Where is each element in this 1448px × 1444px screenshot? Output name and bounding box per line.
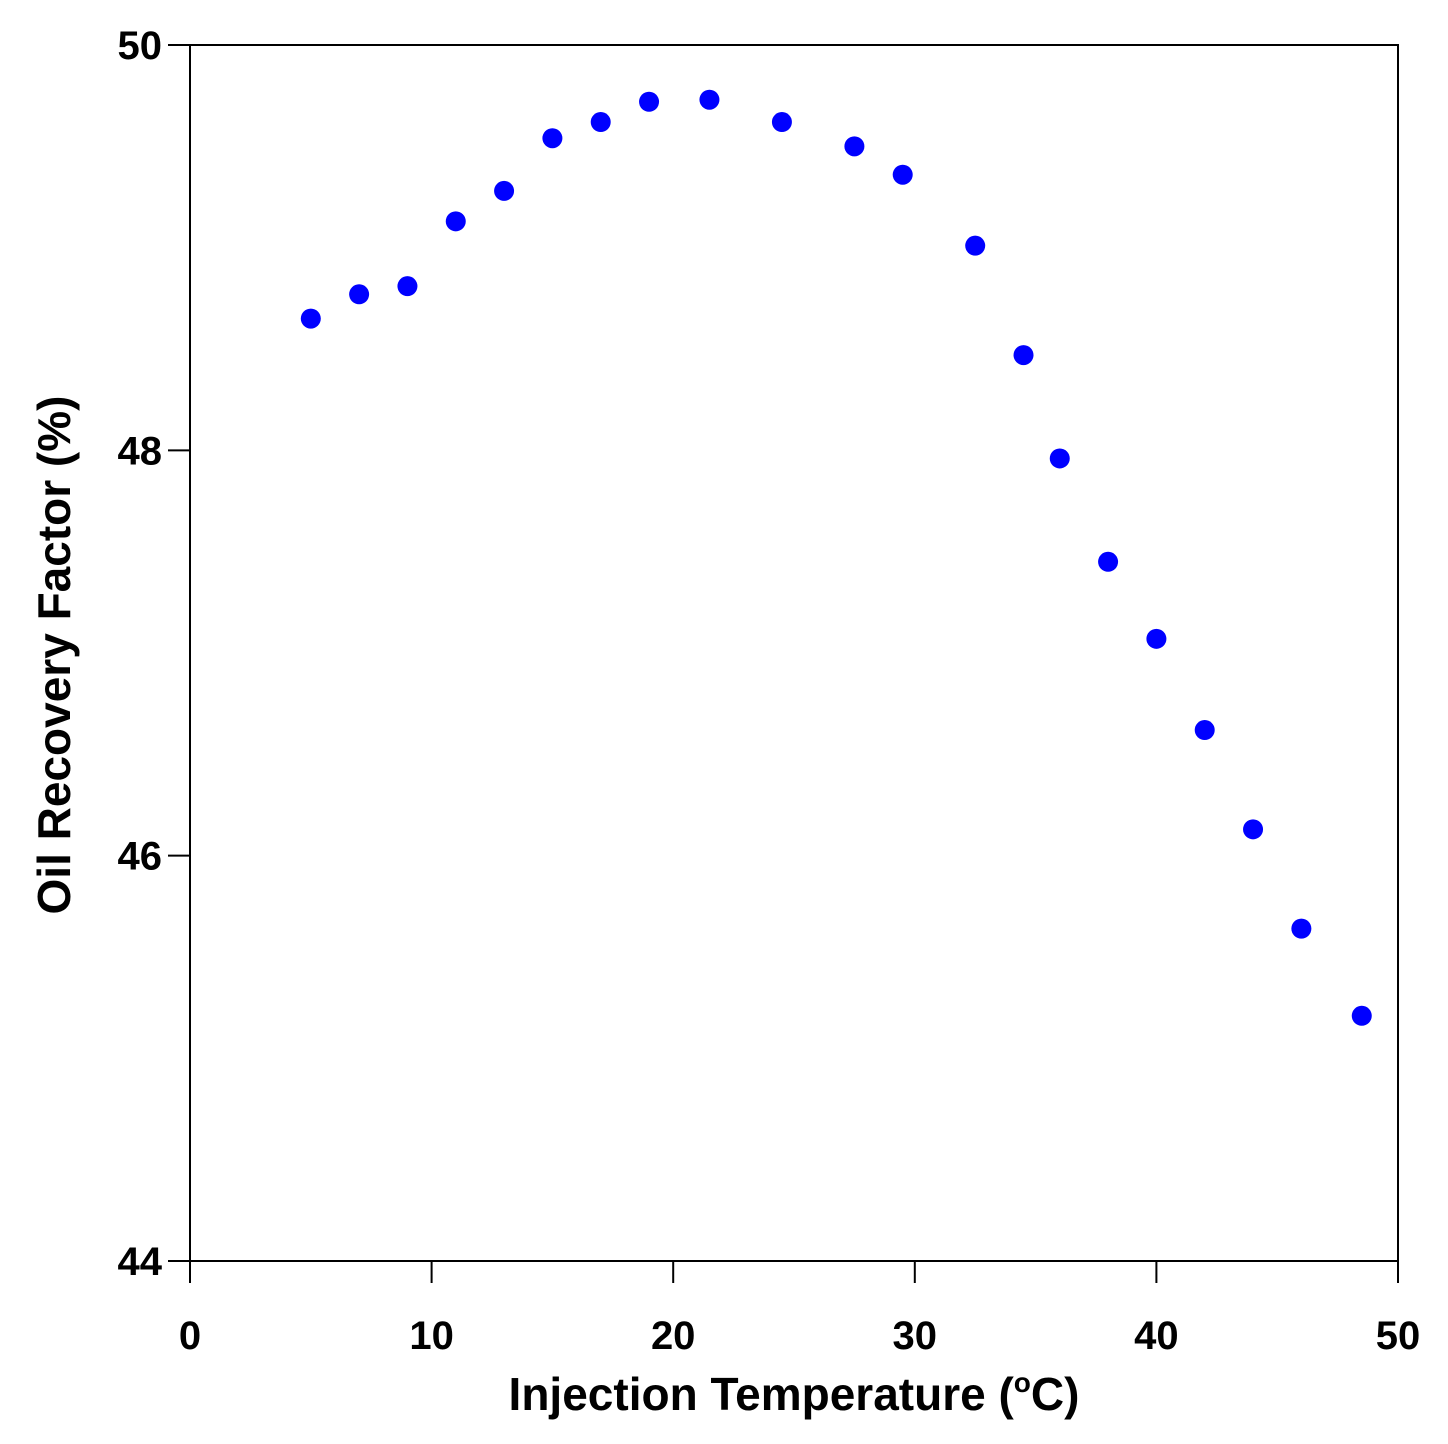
x-tick-label: 0 xyxy=(179,1314,201,1358)
data-point xyxy=(965,236,985,256)
x-axis: 0 10 20 30 40 50 xyxy=(179,1261,1420,1358)
degree-symbol: o xyxy=(1014,1367,1031,1398)
x-tick-label: 20 xyxy=(651,1314,696,1358)
plot-frame xyxy=(190,45,1398,1261)
x-tick-label: 10 xyxy=(409,1314,454,1358)
x-axis-title-unit: C) xyxy=(1031,1368,1080,1420)
x-axis-title: Injection Temperature (oC) xyxy=(509,1367,1080,1420)
data-point xyxy=(844,136,864,156)
data-point xyxy=(301,309,321,329)
x-axis-title-main: Injection Temperature ( xyxy=(509,1368,1015,1420)
y-tick-label: 46 xyxy=(118,835,163,879)
x-tick-label: 50 xyxy=(1376,1314,1421,1358)
y-tick-label: 48 xyxy=(118,429,163,473)
data-points xyxy=(301,90,1372,1026)
data-point xyxy=(893,165,913,185)
data-point xyxy=(699,90,719,110)
data-point xyxy=(1291,919,1311,939)
data-point xyxy=(1050,448,1070,468)
data-point xyxy=(1352,1006,1372,1026)
x-tick-label: 30 xyxy=(893,1314,938,1358)
data-point xyxy=(772,112,792,132)
y-tick-label: 44 xyxy=(118,1240,163,1284)
data-point xyxy=(397,276,417,296)
data-point xyxy=(591,112,611,132)
x-tick-label: 40 xyxy=(1134,1314,1179,1358)
y-axis: 44 46 48 50 xyxy=(118,24,191,1284)
data-point xyxy=(349,284,369,304)
data-point xyxy=(542,128,562,148)
data-point xyxy=(1098,552,1118,572)
y-tick-label: 50 xyxy=(118,24,163,68)
data-point xyxy=(1146,629,1166,649)
data-point xyxy=(494,181,514,201)
data-point xyxy=(1014,345,1034,365)
data-point xyxy=(1195,720,1215,740)
data-point xyxy=(1243,819,1263,839)
scatter-chart: 44 46 48 50 0 10 20 30 40 50 Oil Recovery Factor… xyxy=(0,0,1448,1444)
data-point xyxy=(446,211,466,231)
y-axis-title: Oil Recovery Factor (%) xyxy=(28,396,80,915)
data-point xyxy=(639,92,659,112)
